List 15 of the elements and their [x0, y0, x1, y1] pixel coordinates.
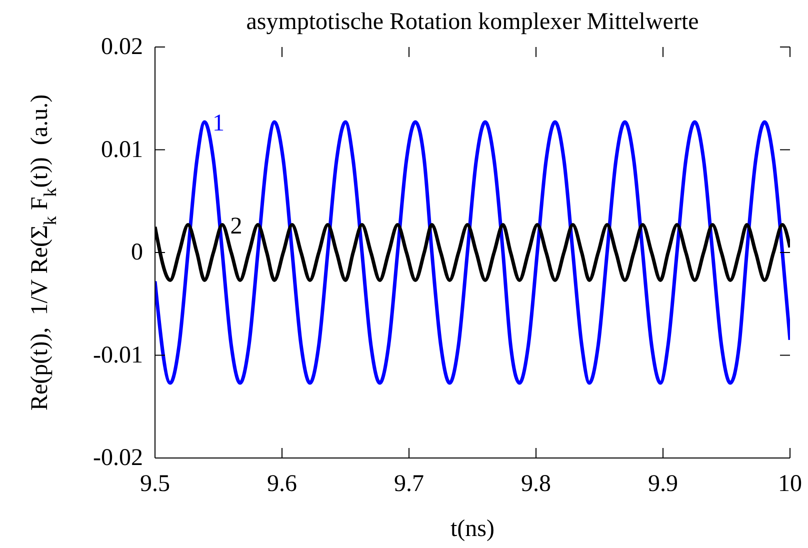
y-tick-label: -0.02 [93, 445, 143, 471]
x-tick-label: 9.8 [521, 471, 551, 497]
y-tick-label: 0 [131, 240, 143, 266]
series-label: 1 [212, 110, 225, 137]
x-tick-label: 9.6 [267, 471, 297, 497]
x-tick-label: 10 [778, 471, 802, 497]
y-tick-label: 0.02 [101, 34, 143, 60]
x-axis-title: t(ns) [450, 516, 494, 542]
chart-title: asymptotische Rotation komplexer Mittelwerte [246, 9, 699, 35]
y-tick-label: 0.01 [101, 136, 143, 163]
x-tick-label: 9.5 [140, 471, 170, 497]
series-label: 2 [230, 213, 242, 240]
x-tick-label: 9.9 [648, 471, 678, 497]
x-tick-label: 9.7 [394, 471, 424, 497]
y-tick-label: -0.01 [93, 342, 143, 368]
